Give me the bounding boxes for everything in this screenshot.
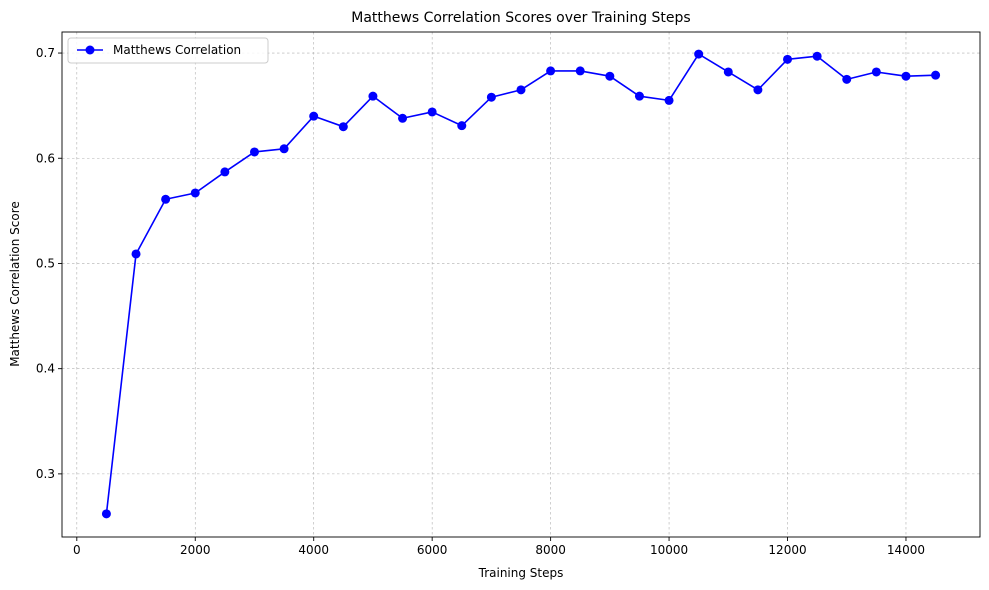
data-point <box>901 71 911 81</box>
data-point <box>723 67 733 77</box>
data-point <box>457 121 467 131</box>
data-point <box>664 95 674 105</box>
data-point <box>220 167 230 177</box>
legend-entry-matthews-correlation: Matthews Correlation <box>113 43 241 57</box>
grid <box>62 32 980 537</box>
series-layer <box>101 49 941 519</box>
data-point <box>309 111 319 121</box>
legend-box <box>67 37 269 64</box>
data-point <box>190 188 200 198</box>
data-point <box>101 509 111 519</box>
x-axis-label: Training Steps <box>478 566 564 580</box>
x-tick-label: 12000 <box>768 543 806 557</box>
data-point <box>368 91 378 101</box>
data-point <box>842 74 852 84</box>
x-tick-label: 6000 <box>417 543 448 557</box>
chart-title: Matthews Correlation Scores over Trainin… <box>351 10 690 26</box>
data-point <box>131 249 141 259</box>
ticks: 0 2000 4000 6000 8000 10000 12000 14000 0.3 0.4 0.… <box>36 46 925 557</box>
x-tick-label: 2000 <box>180 543 211 557</box>
data-point <box>486 92 496 102</box>
y-tick-label: 0.3 <box>36 467 55 481</box>
data-point <box>338 122 348 132</box>
data-point <box>694 49 704 59</box>
data-point <box>605 71 615 81</box>
x-tick-label: 0 <box>73 543 81 557</box>
legend: Matthews Correlation <box>67 37 269 64</box>
data-point <box>249 147 259 157</box>
data-point <box>753 85 763 95</box>
y-tick-label: 0.5 <box>36 256 55 270</box>
y-axis-label: Matthews Correlation Score <box>8 201 22 367</box>
data-point <box>398 113 408 123</box>
data-point <box>161 194 171 204</box>
y-tick-label: 0.4 <box>36 362 55 376</box>
x-tick-label: 8000 <box>535 543 566 557</box>
x-tick-label: 14000 <box>887 543 925 557</box>
data-point <box>516 85 526 95</box>
y-tick-label: 0.7 <box>36 46 55 60</box>
series-line-matthews-correlation <box>105 53 936 514</box>
data-point <box>427 107 437 117</box>
data-point <box>546 66 556 76</box>
x-tick-label: 4000 <box>298 543 329 557</box>
data-point <box>279 144 289 154</box>
y-tick-label: 0.6 <box>36 151 55 165</box>
data-point <box>871 67 881 77</box>
data-point <box>783 54 793 64</box>
x-tick-label: 10000 <box>650 543 688 557</box>
data-point <box>931 70 941 80</box>
data-point <box>812 51 822 61</box>
data-point <box>634 91 644 101</box>
plot-frame <box>61 31 981 538</box>
legend-marker-swatch <box>85 45 95 55</box>
data-point <box>575 66 585 76</box>
